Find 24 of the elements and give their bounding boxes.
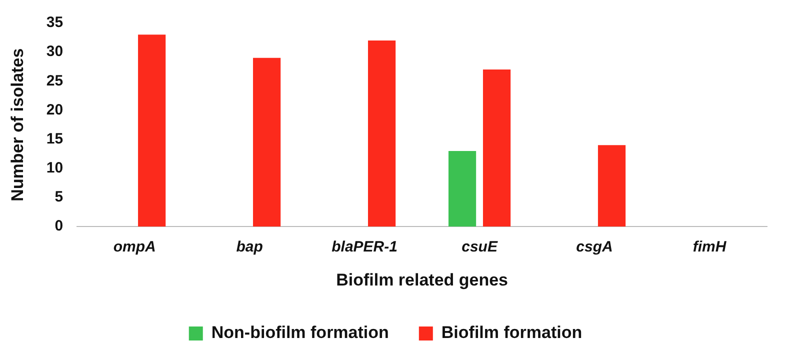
y-tick-label: 0: [54, 218, 64, 235]
bar: [598, 145, 626, 227]
bar: [482, 70, 511, 227]
x-tick-label: csgA: [576, 238, 613, 256]
bar: [368, 40, 396, 227]
y-tick-label: 25: [46, 72, 64, 90]
bar: [253, 58, 281, 227]
x-tick-label: blaPER-1: [332, 238, 398, 256]
y-tick-label: 15: [46, 130, 64, 148]
y-tick-label: 30: [46, 43, 64, 60]
x-tick-label: ompA: [113, 238, 156, 256]
y-tick-label: 5: [54, 188, 64, 206]
y-axis-title: Number of isolates: [8, 48, 27, 202]
legend-label: Biofilm formation: [441, 323, 582, 342]
x-axis-title: Biofilm related genes: [336, 270, 508, 290]
x-tick-label: fimH: [692, 238, 728, 256]
x-tick-label: bap: [236, 238, 263, 256]
legend-label: Non-biofilm formation: [211, 323, 389, 342]
bar: [448, 150, 476, 227]
bar: [138, 34, 166, 227]
y-tick-label: 20: [46, 101, 64, 118]
y-tick-label: 10: [46, 160, 64, 177]
y-tick-label: 35: [46, 14, 64, 32]
x-tick-label: csuE: [462, 238, 498, 256]
